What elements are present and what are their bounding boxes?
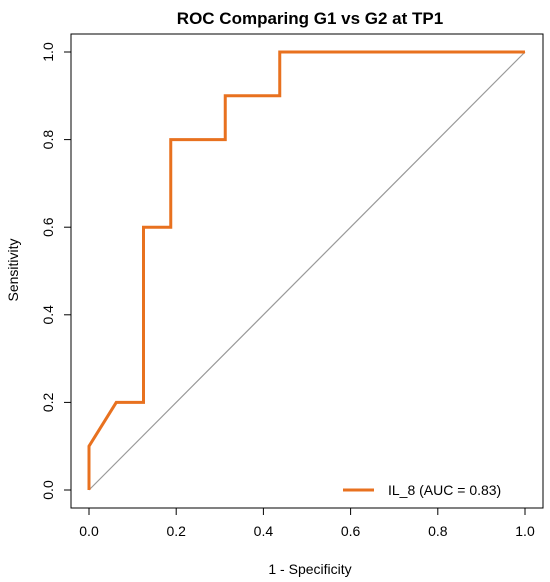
y-tick-label: 0.2 bbox=[40, 392, 56, 412]
plot-frame bbox=[70, 33, 544, 509]
chart-title: ROC Comparing G1 vs G2 at TP1 bbox=[177, 9, 443, 28]
x-tick-label: 0.8 bbox=[428, 523, 448, 539]
x-tick-label: 1.0 bbox=[515, 523, 535, 539]
y-axis-label: Sensitivity bbox=[5, 238, 21, 301]
y-tick-label: 0.6 bbox=[40, 217, 56, 237]
x-tick-label: 0.6 bbox=[341, 523, 361, 539]
legend-label-il8: IL_8 (AUC = 0.83) bbox=[388, 482, 501, 498]
y-tick-label: 0.0 bbox=[40, 480, 56, 500]
reference-diagonal-line bbox=[88, 51, 526, 491]
x-tick-label: 0.2 bbox=[166, 523, 186, 539]
plot-area: 0.0 0.2 0.4 0.6 0.8 1.0 0.0 0.2 0.4 0.6 0.8 1.0 IL_8… bbox=[40, 33, 544, 539]
x-tick-label: 0.4 bbox=[254, 523, 274, 539]
x-tick-label: 0.0 bbox=[79, 523, 99, 539]
x-axis-label: 1 - Specificity bbox=[268, 561, 351, 577]
y-tick-label: 1.0 bbox=[40, 42, 56, 62]
y-tick-label: 0.4 bbox=[40, 305, 56, 325]
series-line-il8 bbox=[87, 50, 525, 490]
y-tick-label: 0.8 bbox=[40, 130, 56, 150]
